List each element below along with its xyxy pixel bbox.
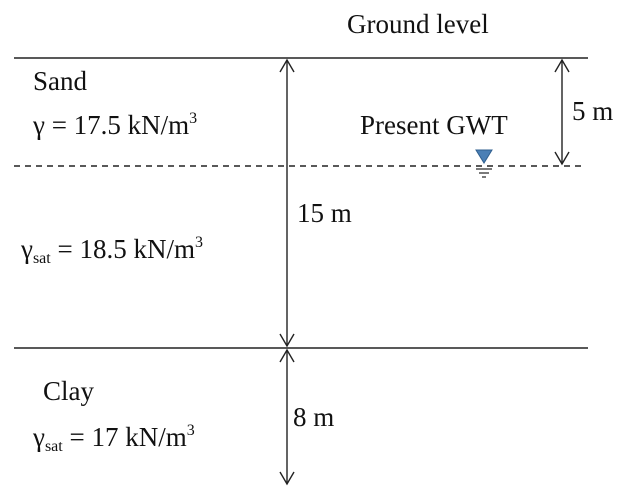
sand-layer-name: Sand <box>33 66 87 96</box>
arrowhead-15m-top <box>279 58 295 73</box>
water-table-symbol-icon <box>475 149 493 178</box>
present-gwt-label: Present GWT <box>360 110 508 140</box>
clay-unit-weight: γsat = 17 kN/m3 <box>33 422 195 455</box>
arrowhead-5m-bottom <box>554 151 570 166</box>
depth-15m-label: 15 m <box>297 198 352 228</box>
sand-unit-exponent: 3 <box>189 110 198 127</box>
sat-sand-unit-exponent: 3 <box>194 234 203 251</box>
clay-gamma-symbol: γ <box>33 422 45 452</box>
sand-gamma-value: = 17.5 kN/m <box>44 110 190 140</box>
clay-layer-name: Clay <box>43 376 94 406</box>
clay-gamma-value: = 17 kN/m <box>62 422 187 452</box>
sat-sand-gamma-value: = 18.5 kN/m <box>50 234 195 264</box>
arrowhead-8m-top <box>279 348 295 363</box>
ground-level-label: Ground level <box>347 9 489 39</box>
saturated-sand-unit-weight: γsat = 18.5 kN/m3 <box>21 234 203 267</box>
clay-subscript: sat <box>44 438 63 455</box>
arrowhead-5m-top <box>554 58 570 73</box>
sand-unit-weight: γ = 17.5 kN/m3 <box>33 110 198 140</box>
depth-5m-label: 5 m <box>572 96 614 126</box>
arrowhead-15m-bottom <box>279 333 295 348</box>
sat-sand-gamma-symbol: γ <box>21 234 33 264</box>
sat-sand-subscript: sat <box>32 250 51 267</box>
clay-unit-exponent: 3 <box>186 422 195 439</box>
arrowhead-8m-bottom <box>279 471 295 486</box>
depth-8m-label: 8 m <box>293 402 335 432</box>
sand-gamma-symbol: γ <box>33 110 45 140</box>
